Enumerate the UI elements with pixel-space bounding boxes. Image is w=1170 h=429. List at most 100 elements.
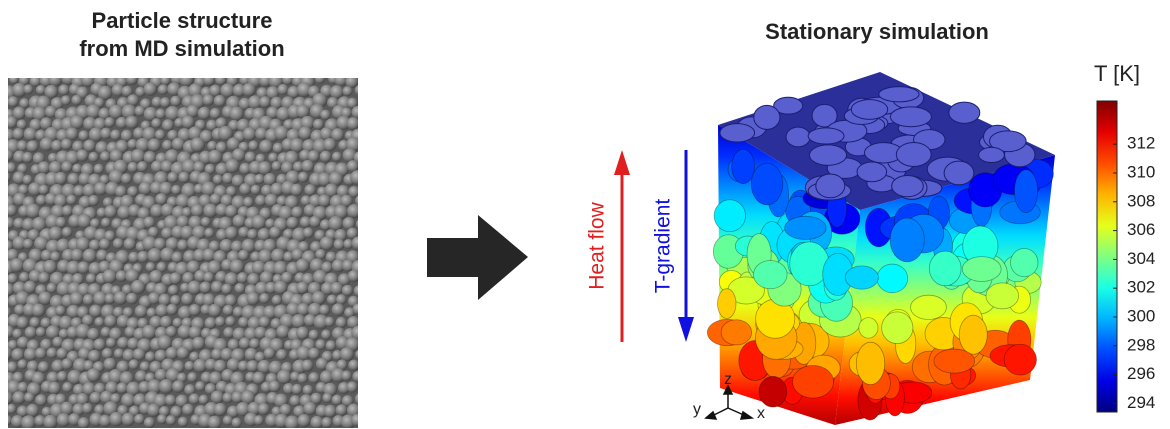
particle	[38, 361, 50, 373]
particle	[297, 303, 310, 316]
particle	[1, 283, 14, 296]
particle	[148, 138, 161, 151]
colorbar-tick-label: 308	[1127, 191, 1155, 210]
cube-top-particle	[786, 127, 810, 147]
particle	[129, 359, 140, 370]
particle	[54, 172, 67, 185]
particle	[187, 372, 197, 382]
gradient-arrow-head	[678, 317, 694, 342]
cube-particle	[959, 315, 987, 354]
particle	[113, 238, 124, 249]
particle	[350, 170, 365, 185]
particle	[151, 118, 161, 128]
particle	[276, 349, 287, 360]
cube-top-particle	[979, 147, 1005, 162]
particle	[149, 270, 163, 284]
t-gradient-label: T-gradient	[652, 199, 675, 294]
particle	[124, 238, 136, 250]
cube-top-particle	[720, 124, 755, 142]
cube-particle	[1004, 344, 1036, 375]
particle	[137, 251, 149, 263]
particle	[70, 115, 84, 129]
particle	[233, 214, 246, 227]
particle	[315, 249, 326, 260]
particle	[30, 75, 42, 87]
particle	[106, 338, 116, 348]
particle	[308, 348, 320, 360]
particle	[170, 96, 181, 107]
left-title-line: from MD simulation	[79, 36, 284, 61]
particle	[158, 84, 169, 95]
particle	[131, 149, 145, 163]
particle	[352, 371, 364, 383]
particle	[208, 304, 221, 317]
particle	[168, 285, 179, 296]
particle	[222, 173, 233, 184]
particle	[184, 361, 194, 371]
particle	[237, 272, 248, 283]
particle	[225, 316, 235, 326]
particle	[61, 161, 73, 173]
particle	[271, 248, 285, 262]
particle	[71, 249, 84, 262]
particle	[259, 96, 271, 108]
particle	[43, 415, 57, 429]
particle	[155, 109, 166, 120]
cube-top-particle	[896, 142, 931, 166]
particle	[70, 292, 84, 306]
particle	[254, 415, 264, 425]
particle	[3, 217, 15, 229]
particle	[72, 163, 82, 173]
particle	[172, 137, 185, 150]
particle	[61, 138, 73, 150]
particle	[272, 161, 282, 171]
particle	[160, 75, 170, 85]
cube-particle	[911, 295, 947, 319]
particle	[213, 174, 223, 184]
particle	[291, 206, 303, 218]
particle	[23, 239, 34, 250]
cube-top-particle	[816, 174, 845, 198]
particle	[56, 348, 67, 359]
particle	[23, 84, 33, 94]
colorbar-tick-label: 312	[1127, 134, 1155, 153]
particle	[231, 418, 241, 428]
particle	[144, 82, 158, 96]
particle	[117, 382, 128, 393]
particle	[225, 159, 239, 173]
particle	[342, 86, 352, 96]
particle	[66, 127, 79, 140]
particle	[225, 294, 237, 306]
particle	[48, 226, 62, 240]
particle	[36, 85, 46, 95]
particle	[100, 128, 112, 140]
particle	[214, 95, 226, 107]
particle	[1, 172, 11, 182]
particle	[109, 412, 123, 426]
particle	[87, 368, 101, 382]
particle	[58, 84, 69, 95]
particle	[26, 140, 38, 152]
triad-x-head	[741, 412, 752, 419]
left-title-line: Particle structure	[92, 8, 273, 33]
particle	[214, 403, 227, 416]
particle	[235, 283, 246, 294]
particle	[48, 72, 62, 86]
particle	[38, 161, 51, 174]
particle	[77, 214, 91, 228]
particle	[114, 348, 124, 358]
particle	[332, 394, 343, 405]
particle	[11, 348, 24, 361]
particle	[318, 194, 331, 207]
particle	[251, 185, 261, 195]
particle	[181, 293, 193, 305]
particle	[100, 151, 111, 162]
particle	[140, 361, 150, 371]
particle	[199, 395, 209, 405]
particle	[83, 249, 97, 263]
particle	[67, 173, 79, 185]
cube-top-particle	[851, 100, 887, 120]
particle	[99, 238, 110, 249]
particle	[89, 305, 102, 318]
particle	[10, 258, 24, 272]
